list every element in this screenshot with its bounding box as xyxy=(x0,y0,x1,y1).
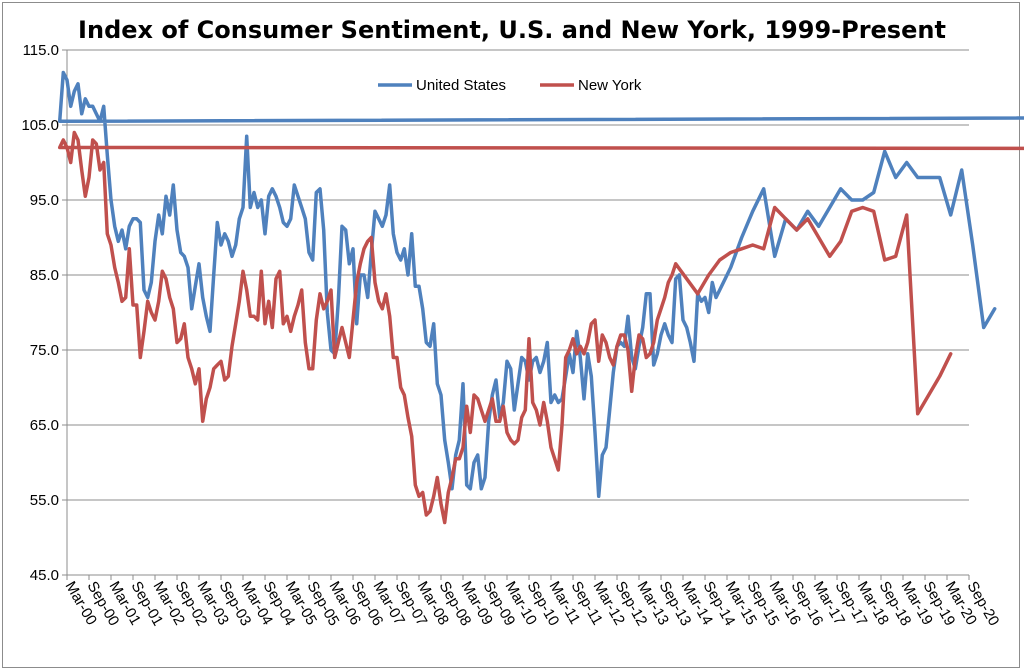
y-tick-label: 95.0 xyxy=(30,192,59,209)
x-axis-ticks: Mar-99Sep-99Mar-00Sep-00Mar-01Sep-01Mar-… xyxy=(62,575,1002,629)
series-lines xyxy=(57,70,1024,525)
y-tick-label: 85.0 xyxy=(30,267,59,284)
legend: United States New York xyxy=(378,77,642,94)
legend-label: United States xyxy=(416,77,506,94)
y-tick-label: 105.0 xyxy=(21,117,59,134)
y-axis-ticks: 45.0 55.0 65.0 75.0 85.0 95.0 105.0 115.0 xyxy=(21,42,67,584)
y-tick-label: 55.0 xyxy=(30,492,59,509)
y-tick-label: 65.0 xyxy=(30,417,59,434)
grid-lines xyxy=(67,49,969,501)
series-line-united-states xyxy=(57,70,1024,499)
y-tick-label: 75.0 xyxy=(30,342,59,359)
y-tick-label: 45.0 xyxy=(30,567,59,584)
axes xyxy=(66,50,969,576)
y-tick-label: 115.0 xyxy=(23,42,59,59)
chart-title: Index of Consumer Sentiment, U.S. and Ne… xyxy=(78,16,946,44)
legend-label: New York xyxy=(578,77,642,94)
series-line-new-york xyxy=(57,130,1024,525)
